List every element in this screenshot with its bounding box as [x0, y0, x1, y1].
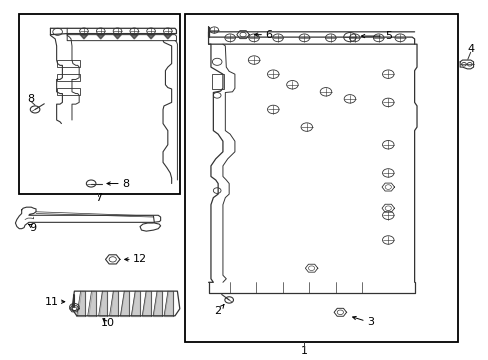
Polygon shape — [142, 291, 151, 316]
Polygon shape — [113, 35, 121, 39]
Text: 2: 2 — [214, 306, 221, 315]
Bar — [19, 14, 180, 194]
Polygon shape — [97, 35, 104, 39]
Text: 10: 10 — [101, 318, 115, 328]
Bar — [57, 60, 80, 67]
Bar — [184, 14, 457, 342]
Polygon shape — [147, 35, 155, 39]
Polygon shape — [163, 35, 171, 39]
Bar — [57, 88, 80, 95]
Polygon shape — [87, 291, 96, 316]
Polygon shape — [99, 291, 107, 316]
Polygon shape — [77, 291, 85, 316]
Text: 4: 4 — [466, 45, 473, 54]
Text: 9: 9 — [29, 222, 36, 233]
Text: 5: 5 — [384, 31, 391, 41]
Polygon shape — [130, 35, 138, 39]
Polygon shape — [153, 291, 162, 316]
Bar — [57, 74, 80, 81]
Text: 6: 6 — [265, 30, 272, 40]
Polygon shape — [131, 291, 140, 316]
Text: 11: 11 — [44, 297, 59, 307]
Text: 7: 7 — [95, 193, 102, 203]
Text: 3: 3 — [366, 317, 373, 327]
Polygon shape — [164, 291, 172, 316]
Text: 8: 8 — [28, 94, 35, 104]
Bar — [211, 74, 224, 89]
Polygon shape — [80, 35, 88, 39]
Polygon shape — [109, 291, 118, 316]
Text: 12: 12 — [133, 255, 147, 264]
Text: 1: 1 — [300, 346, 307, 356]
Polygon shape — [120, 291, 129, 316]
Text: 8: 8 — [122, 179, 129, 189]
